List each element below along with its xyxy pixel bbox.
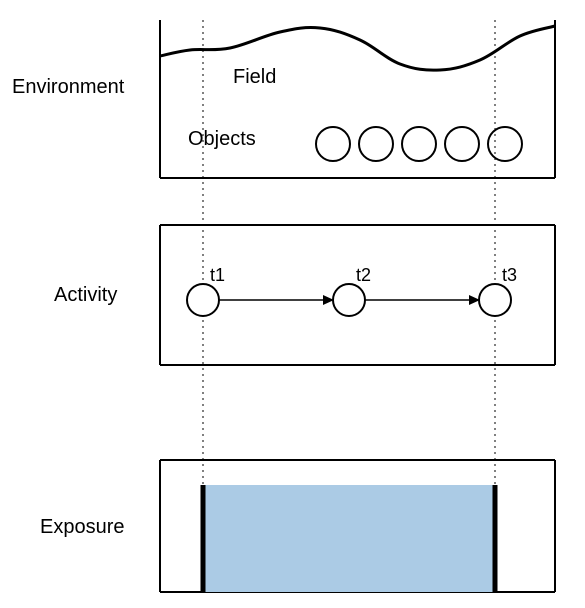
diagram-svg	[0, 0, 585, 608]
panel-environment	[160, 20, 555, 178]
diagram-container: Environment Activity Exposure Field Obje…	[0, 0, 585, 608]
field-curve	[160, 26, 555, 70]
objects-circles	[316, 127, 522, 161]
exposure-bar	[203, 485, 495, 592]
